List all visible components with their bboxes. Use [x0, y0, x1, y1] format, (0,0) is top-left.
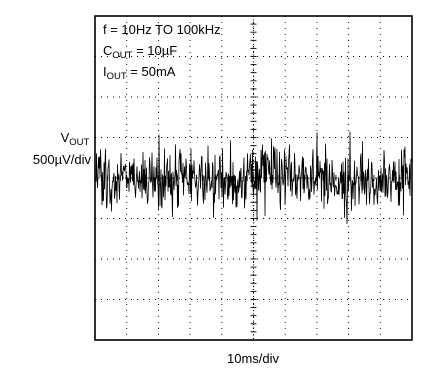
annotation-iout: IOUT = 50mA	[103, 64, 176, 82]
y-axis-label: VOUT	[61, 130, 90, 148]
grid	[95, 16, 413, 340]
annotation-frequency: f = 10Hz TO 100kHz	[103, 22, 221, 37]
y-scale-label: 500µV/div	[33, 152, 92, 167]
noise-trace	[95, 131, 412, 225]
annotation-cout: COUT = 10µF	[103, 43, 177, 61]
x-scale-label: 10ms/div	[227, 351, 280, 366]
noise-waveform	[95, 131, 412, 225]
plot-frame	[94, 15, 413, 341]
